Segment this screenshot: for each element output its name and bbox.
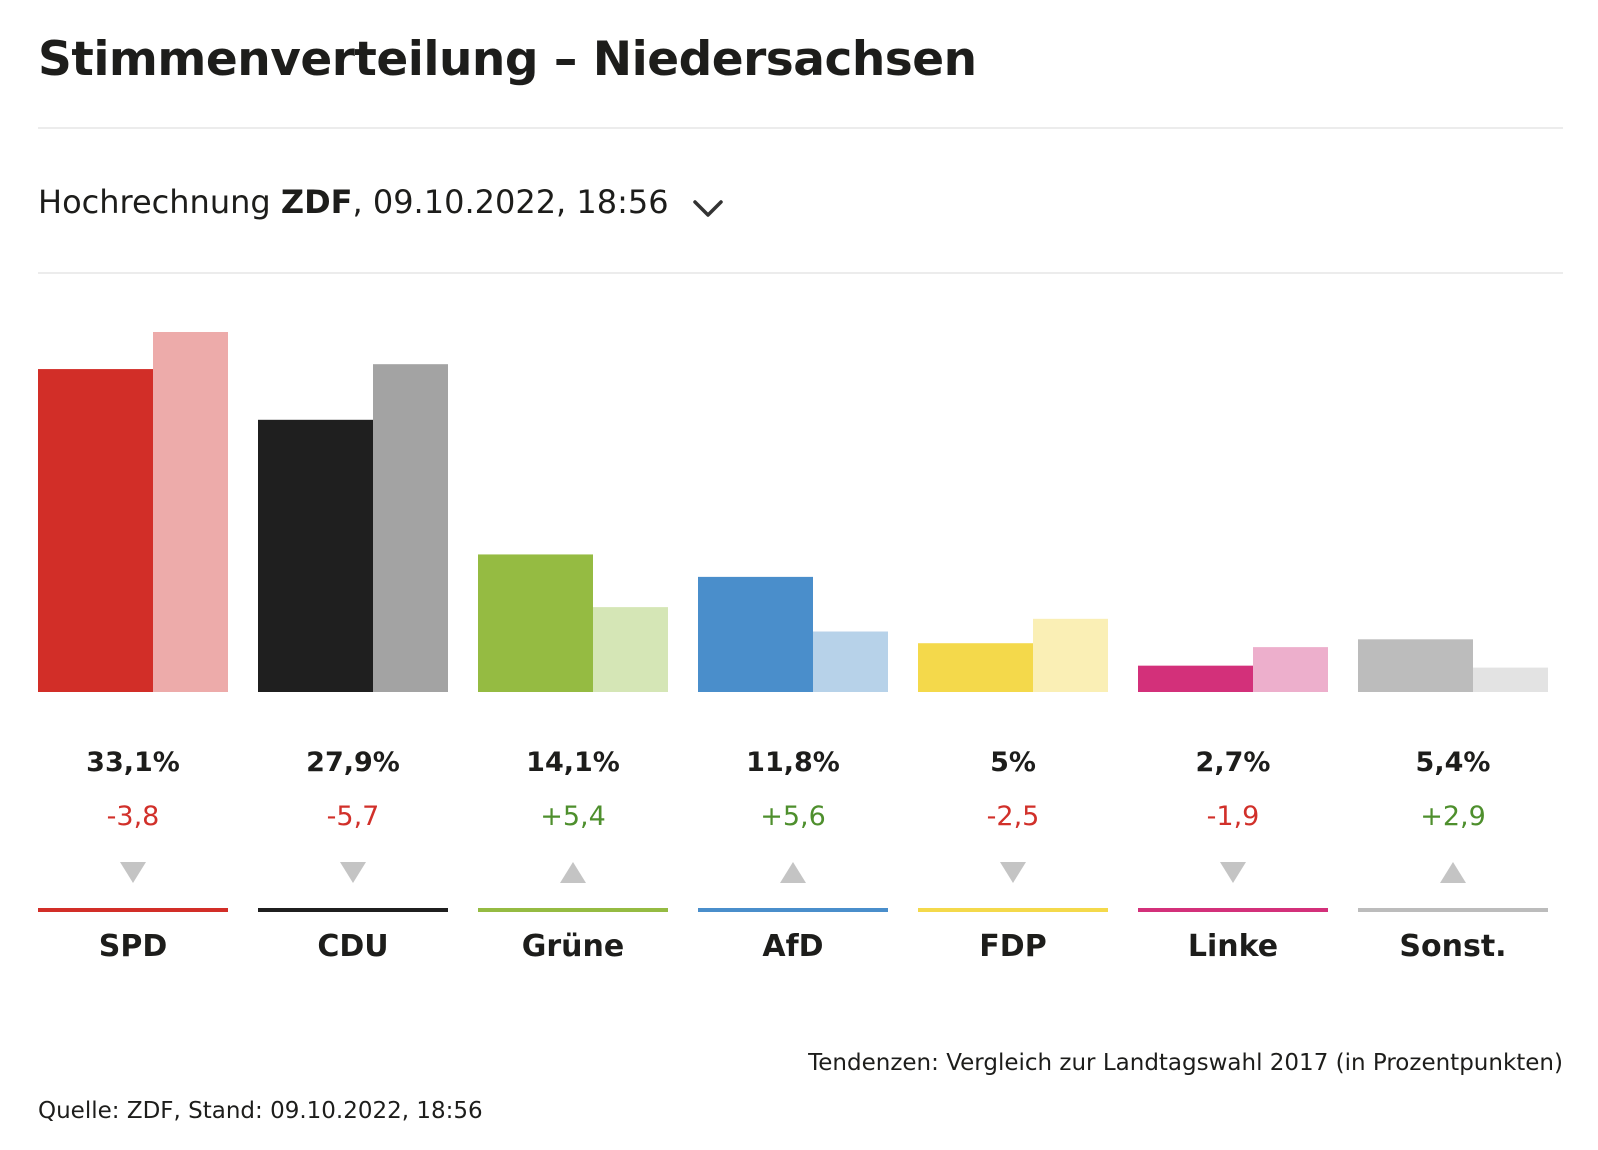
party-line-sonst bbox=[1358, 908, 1548, 912]
party-line-linke bbox=[1138, 908, 1328, 912]
diff-label-spd: -3,8 bbox=[107, 801, 160, 832]
party-line-fdp bbox=[918, 908, 1108, 912]
selector-suffix: , 09.10.2022, 18:56 bbox=[352, 183, 669, 221]
party-label-fdp: FDP bbox=[979, 929, 1046, 964]
bar-2017-sonst bbox=[1473, 667, 1548, 692]
value-label-sonst: 5,4% bbox=[1416, 747, 1491, 778]
diff-label-cdu: -5,7 bbox=[327, 801, 380, 832]
bar-2017-linke bbox=[1253, 647, 1328, 692]
value-label-fdp: 5% bbox=[990, 747, 1036, 778]
trend-note: Tendenzen: Vergleich zur Landtagswahl 20… bbox=[808, 1050, 1563, 1076]
value-label-gruene: 14,1% bbox=[526, 747, 620, 778]
bar-2017-afd bbox=[813, 631, 888, 692]
trend-up-icon bbox=[780, 862, 806, 883]
party-line-afd bbox=[698, 908, 888, 912]
bar-2022-cdu bbox=[258, 419, 373, 692]
trend-up-icon bbox=[560, 862, 586, 883]
value-label-linke: 2,7% bbox=[1196, 747, 1271, 778]
party-label-linke: Linke bbox=[1188, 929, 1278, 964]
party-label-afd: AfD bbox=[762, 929, 823, 964]
diff-label-fdp: -2,5 bbox=[987, 801, 1040, 832]
bar-2022-gruene bbox=[478, 554, 593, 692]
party-label-gruene: Grüne bbox=[522, 929, 624, 964]
selector-prefix: Hochrechnung bbox=[38, 183, 281, 221]
bar-2017-fdp bbox=[1033, 618, 1108, 692]
selector-source: ZDF bbox=[280, 183, 353, 221]
trend-down-icon bbox=[340, 862, 366, 883]
diff-label-sonst: +2,9 bbox=[1420, 801, 1486, 832]
diff-label-afd: +5,6 bbox=[760, 801, 826, 832]
page-title: Stimmenverteilung – Niedersachsen bbox=[38, 32, 977, 87]
diff-label-linke: -1,9 bbox=[1207, 801, 1260, 832]
trend-up-icon bbox=[1440, 862, 1466, 883]
title-divider bbox=[38, 127, 1563, 129]
trend-down-icon bbox=[1220, 862, 1246, 883]
bar-2022-fdp bbox=[918, 643, 1033, 692]
value-label-afd: 11,8% bbox=[746, 747, 840, 778]
party-label-sonst: Sonst. bbox=[1399, 929, 1506, 964]
party-line-cdu bbox=[258, 908, 448, 912]
bar-2017-spd bbox=[153, 332, 228, 692]
vote-distribution-chart: 33,1% -3,8 SPD 27,9% -5,7 CDU 14,1% +5,4 Grüne 11… bbox=[38, 332, 1548, 964]
selector-divider bbox=[38, 272, 1563, 274]
chevron-down-icon[interactable] bbox=[691, 190, 725, 217]
party-line-spd bbox=[38, 908, 228, 912]
party-label-spd: SPD bbox=[99, 929, 168, 964]
party-label-cdu: CDU bbox=[317, 929, 388, 964]
bar-2022-spd bbox=[38, 369, 153, 692]
diff-label-gruene: +5,4 bbox=[540, 801, 606, 832]
bar-2022-linke bbox=[1138, 665, 1253, 692]
projection-selector[interactable]: Hochrechnung ZDF, 09.10.2022, 18:56 bbox=[38, 183, 725, 221]
bar-2022-sonst bbox=[1358, 639, 1473, 692]
bar-2022-afd bbox=[698, 576, 813, 692]
trend-down-icon bbox=[1000, 862, 1026, 883]
value-label-spd: 33,1% bbox=[86, 747, 180, 778]
bar-2017-cdu bbox=[373, 364, 448, 692]
party-line-gruene bbox=[478, 908, 668, 912]
value-label-cdu: 27,9% bbox=[306, 747, 400, 778]
source-note: Quelle: ZDF, Stand: 09.10.2022, 18:56 bbox=[38, 1098, 483, 1124]
bar-2017-gruene bbox=[593, 607, 668, 692]
trend-down-icon bbox=[120, 862, 146, 883]
